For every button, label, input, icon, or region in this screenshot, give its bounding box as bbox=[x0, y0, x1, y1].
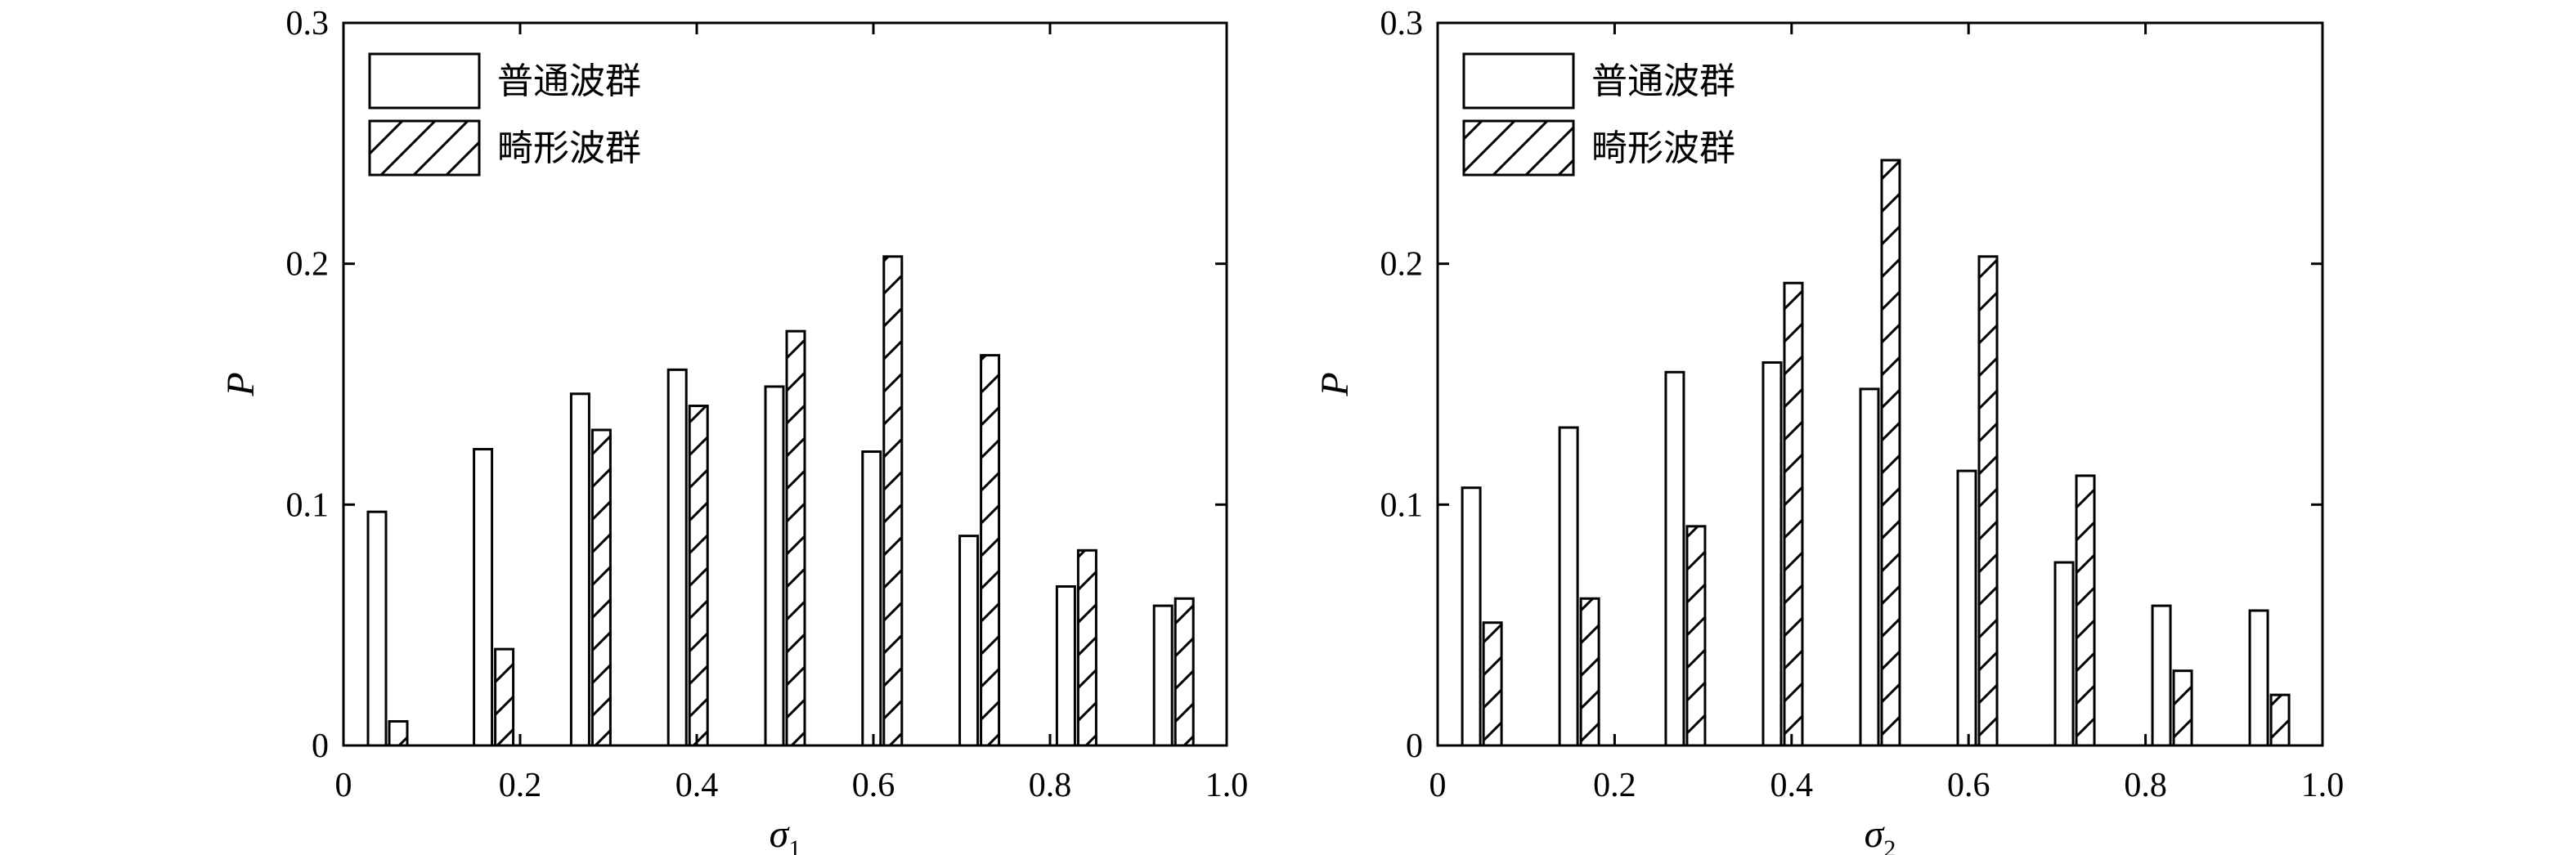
y-tick-label: 0.2 bbox=[286, 246, 330, 284]
bar-rogue-8 bbox=[1174, 597, 1195, 747]
legend-label-rogue: 畸形波群 bbox=[1591, 128, 1735, 169]
y-axis-label: P bbox=[219, 372, 263, 396]
y-tick-label: 0 bbox=[312, 727, 329, 765]
x-tick-label: 0.4 bbox=[675, 767, 719, 804]
bar-rogue-0 bbox=[388, 720, 409, 747]
y-tick-label: 0.3 bbox=[286, 5, 330, 43]
y-tick-label: 0 bbox=[1406, 727, 1423, 765]
bar-normal-7 bbox=[1055, 585, 1076, 747]
x-tick-label: 0.6 bbox=[852, 767, 895, 804]
x-tick-label: 0.4 bbox=[1770, 767, 1814, 804]
legend-swatch-rogue bbox=[1462, 119, 1575, 177]
bar-rogue-1 bbox=[494, 647, 515, 747]
bar-rogue-6 bbox=[2075, 474, 2096, 747]
y-tick-label: 0.3 bbox=[1380, 5, 1424, 43]
bar-rogue-1 bbox=[1579, 597, 1600, 747]
bar-normal-1 bbox=[473, 448, 494, 747]
x-axis-label-main: σ bbox=[770, 812, 791, 855]
bar-rogue-4 bbox=[785, 329, 806, 747]
bar-rogue-6 bbox=[980, 354, 1001, 747]
x-tick-label: 0.2 bbox=[1593, 767, 1636, 804]
legend-label-normal: 普通波群 bbox=[1591, 60, 1735, 102]
bar-normal-4 bbox=[1859, 387, 1880, 747]
x-tick-label: 0 bbox=[335, 767, 352, 804]
bar-normal-7 bbox=[2151, 604, 2172, 747]
bar-normal-3 bbox=[1761, 360, 1783, 747]
x-axis-label-main: σ bbox=[1865, 812, 1886, 855]
bar-rogue-3 bbox=[688, 405, 709, 747]
bar-normal-6 bbox=[2053, 561, 2075, 747]
y-tick-label: 0.1 bbox=[286, 486, 330, 524]
bar-normal-1 bbox=[1558, 426, 1579, 747]
bar-normal-5 bbox=[1956, 469, 1977, 747]
x-tick-label: 1.0 bbox=[2301, 767, 2345, 804]
bar-rogue-2 bbox=[1685, 525, 1707, 747]
x-axis-label-sub: 1 bbox=[788, 835, 801, 855]
y-axis-label: P bbox=[1313, 372, 1357, 396]
y-tick-label: 0.1 bbox=[1380, 486, 1424, 524]
bar-rogue-0 bbox=[1482, 621, 1503, 747]
bar-normal-3 bbox=[666, 368, 688, 747]
legend-label-rogue: 畸形波群 bbox=[497, 128, 641, 169]
legend-swatch-rogue bbox=[368, 119, 481, 177]
x-axis-label-sub: 2 bbox=[1883, 835, 1896, 855]
bar-rogue-4 bbox=[1880, 159, 1901, 747]
x-tick-label: 0.2 bbox=[499, 767, 542, 804]
bar-rogue-3 bbox=[1783, 281, 1804, 747]
bar-normal-2 bbox=[569, 392, 590, 747]
legend-label-normal: 普通波群 bbox=[497, 60, 641, 102]
legend-swatch-normal bbox=[368, 52, 481, 110]
legend-swatch-normal bbox=[1462, 52, 1575, 110]
x-tick-label: 0.6 bbox=[1947, 767, 1990, 804]
x-tick-label: 0.8 bbox=[1029, 767, 1072, 804]
bar-rogue-7 bbox=[2172, 669, 2193, 747]
bar-normal-5 bbox=[861, 450, 882, 747]
bar-normal-8 bbox=[2248, 609, 2269, 747]
bar-rogue-5 bbox=[882, 255, 904, 747]
bar-normal-0 bbox=[1461, 486, 1482, 747]
bar-rogue-7 bbox=[1076, 548, 1097, 747]
x-tick-label: 0 bbox=[1429, 767, 1447, 804]
bar-normal-2 bbox=[1664, 370, 1685, 747]
x-tick-label: 0.8 bbox=[2124, 767, 2167, 804]
bar-rogue-8 bbox=[2269, 693, 2291, 747]
bar-normal-4 bbox=[764, 385, 785, 747]
x-tick-label: 1.0 bbox=[1205, 767, 1249, 804]
bar-rogue-5 bbox=[1977, 255, 1999, 747]
x-axis-label: σ2 bbox=[1865, 812, 1896, 855]
x-axis-label: σ1 bbox=[770, 812, 801, 855]
plot-frame bbox=[1436, 21, 2324, 747]
y-tick-label: 0.2 bbox=[1380, 246, 1424, 284]
bar-normal-0 bbox=[366, 510, 388, 747]
bar-rogue-2 bbox=[590, 428, 612, 747]
bar-normal-8 bbox=[1152, 604, 1174, 747]
bar-normal-6 bbox=[958, 535, 980, 747]
plot-frame bbox=[342, 21, 1228, 747]
